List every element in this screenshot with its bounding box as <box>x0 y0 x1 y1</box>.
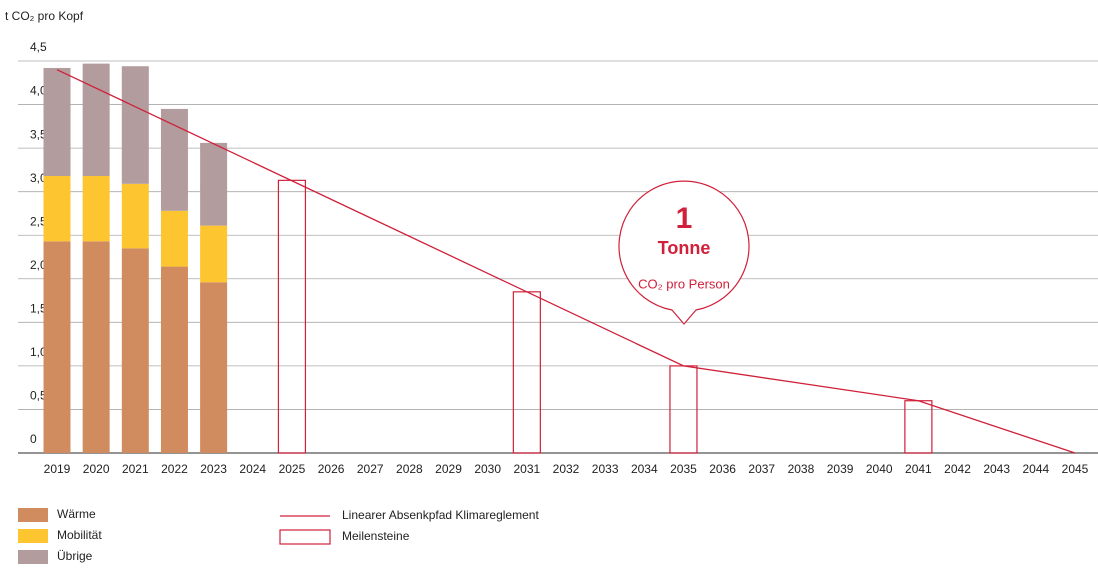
x-tick-label: 2040 <box>866 462 893 476</box>
x-tick-label: 2043 <box>983 462 1010 476</box>
legend-label: Wärme <box>57 507 96 521</box>
y-tick-label: 0 <box>30 432 37 446</box>
legend-milestone <box>279 529 331 545</box>
y-tick-label: 2,5 <box>30 214 47 228</box>
callout-number: 1 <box>676 202 693 235</box>
y-tick-label: 4,5 <box>30 40 47 54</box>
x-tick-label: 2019 <box>44 462 71 476</box>
x-tick-label: 2020 <box>83 462 110 476</box>
x-tick-label: 2027 <box>357 462 384 476</box>
x-tick-label: 2033 <box>592 462 619 476</box>
bar-segment <box>43 241 71 453</box>
x-tick-label: 2030 <box>474 462 501 476</box>
x-tick-label: 2034 <box>631 462 658 476</box>
x-tick-label: 2035 <box>670 462 697 476</box>
y-tick-label: 3,0 <box>30 171 47 185</box>
legend-label: Übrige <box>57 549 93 563</box>
legend-label: Linearer Absenkpfad Klimareglement <box>342 508 539 522</box>
bar-segment <box>200 282 228 453</box>
milestone <box>277 179 307 454</box>
y-tick-label: 0,5 <box>30 389 47 403</box>
legend-swatch <box>18 529 48 543</box>
legend-label: Mobilität <box>57 528 102 542</box>
x-tick-label: 2038 <box>788 462 815 476</box>
x-tick-label: 2031 <box>513 462 540 476</box>
milestone <box>512 291 541 454</box>
x-tick-label: 2045 <box>1062 462 1089 476</box>
x-tick-label: 2021 <box>122 462 149 476</box>
callout-text: CO₂ pro Person <box>638 276 730 291</box>
bar-segment <box>200 142 228 226</box>
y-tick-label: 2,0 <box>30 258 47 272</box>
y-tick-label: 4,0 <box>30 84 47 98</box>
x-tick-label: 2028 <box>396 462 423 476</box>
x-tick-label: 2029 <box>435 462 462 476</box>
bar-segment <box>82 175 110 242</box>
bar-segment <box>121 66 149 184</box>
bar-segment <box>160 266 188 453</box>
x-tick-label: 2032 <box>553 462 580 476</box>
callout-unit: Tonne <box>658 238 711 258</box>
bar-segment <box>43 67 71 176</box>
bar-segment <box>121 248 149 453</box>
y-tick-label: 3,5 <box>30 127 47 141</box>
x-tick-label: 2039 <box>827 462 854 476</box>
x-tick-label: 2036 <box>709 462 736 476</box>
bar-segment <box>121 183 149 249</box>
bar-segment <box>43 175 71 242</box>
x-tick-label: 2026 <box>318 462 345 476</box>
reduction-path <box>56 69 1076 454</box>
x-tick-label: 2037 <box>748 462 775 476</box>
x-tick-label: 2024 <box>239 462 266 476</box>
x-tick-label: 2025 <box>279 462 306 476</box>
legend-label: Meilensteine <box>342 529 410 543</box>
bar-segment <box>82 63 110 176</box>
x-tick-label: 2042 <box>944 462 971 476</box>
x-tick-label: 2022 <box>161 462 188 476</box>
bar-segment <box>160 108 188 211</box>
bar-segment <box>160 210 188 267</box>
legend-swatch <box>18 550 48 564</box>
callout-bubble <box>618 180 750 325</box>
bar-segment <box>82 241 110 453</box>
x-tick-label: 2044 <box>1022 462 1049 476</box>
y-axis-label: t CO₂ pro Kopf <box>5 9 84 23</box>
y-tick-label: 1,5 <box>30 302 47 316</box>
bar-segment <box>200 225 228 283</box>
milestone <box>904 400 933 454</box>
y-tick-label: 1,0 <box>30 345 47 359</box>
x-tick-label: 2041 <box>905 462 932 476</box>
x-tick-label: 2023 <box>200 462 227 476</box>
legend-swatch <box>18 508 48 522</box>
